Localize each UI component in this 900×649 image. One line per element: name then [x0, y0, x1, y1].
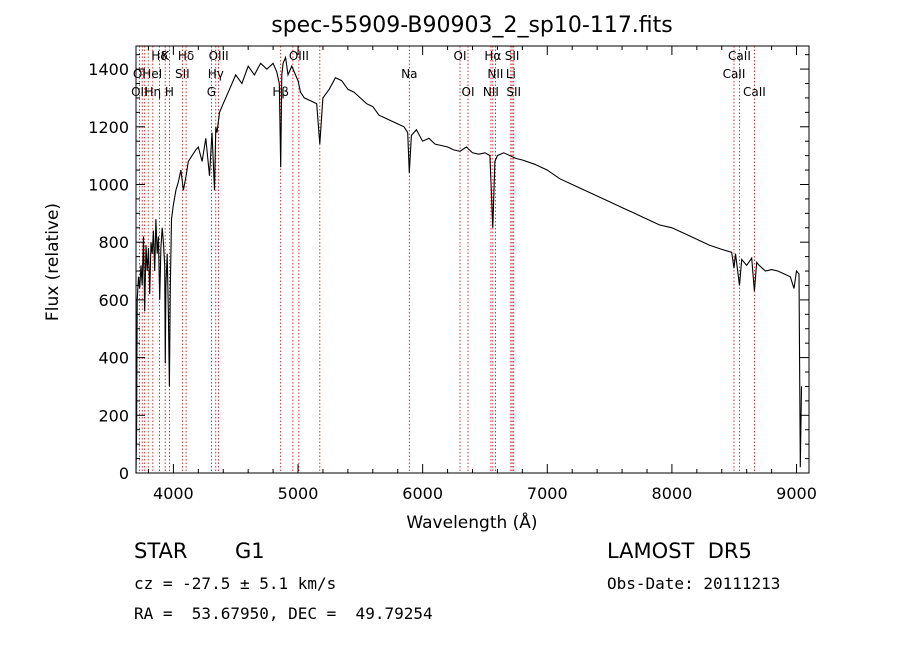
line-label: OIII — [209, 49, 229, 63]
line-label: Hγ — [208, 67, 224, 81]
y-tick-label: 400 — [98, 349, 129, 368]
object-subclass: G1 — [235, 539, 265, 563]
line-label: CaII — [728, 49, 751, 63]
emission-line-markers — [138, 46, 755, 473]
line-label: Li — [506, 67, 516, 81]
line-label: OIII — [289, 49, 309, 63]
line-label: K — [161, 49, 170, 63]
line-label: Hδ — [151, 49, 167, 63]
x-tick-label: 5000 — [278, 484, 319, 503]
y-axis: 0 200 400 600 800 1000 1200 1400 — [88, 54, 809, 483]
x-axis: 4000 5000 6000 7000 8000 9000 — [147, 46, 817, 503]
plot-frame — [135, 45, 810, 474]
line-label: Hβ — [272, 85, 289, 99]
survey-name: LAMOST DR5 — [607, 539, 752, 563]
redshift-velocity: cz = -27.5 ± 5.1 km/s — [134, 574, 337, 593]
line-label: SII — [505, 49, 520, 63]
x-tick-label: 7000 — [527, 484, 568, 503]
line-label: OI — [462, 85, 475, 99]
line-label: NII — [487, 67, 503, 81]
line-label: CaII — [723, 67, 746, 81]
x-axis-label: Wavelength (Å) — [406, 511, 537, 533]
line-label: SII — [175, 67, 190, 81]
line-label: HeI — [142, 67, 162, 81]
observation-date: Obs-Date: 20111213 — [607, 574, 781, 593]
line-label: OII — [131, 85, 148, 99]
line-label: G — [207, 85, 216, 99]
sky-coordinates: RA = 53.67950, DEC = 49.79254 — [134, 604, 433, 623]
line-label: H — [165, 85, 174, 99]
line-label: SII — [506, 85, 521, 99]
chart-title: spec-55909-B90903_2_sp10-117.fits — [271, 13, 673, 38]
object-class: STAR — [134, 539, 188, 563]
x-tick-label: 8000 — [652, 484, 693, 503]
line-label: NII — [483, 85, 499, 99]
y-tick-label: 200 — [98, 406, 129, 425]
y-tick-label: 1400 — [88, 60, 129, 79]
line-label: Na — [401, 67, 417, 81]
y-tick-label: 800 — [98, 233, 129, 252]
y-tick-label: 1200 — [88, 118, 129, 137]
spectrum-line — [135, 55, 803, 474]
y-tick-label: 1000 — [88, 175, 129, 194]
y-tick-label: 600 — [98, 291, 129, 310]
x-tick-label: 4000 — [153, 484, 194, 503]
x-tick-label: 9000 — [776, 484, 817, 503]
line-label: Hα — [484, 49, 501, 63]
y-axis-label: Flux (relative) — [43, 203, 63, 321]
x-tick-label: 6000 — [402, 484, 443, 503]
line-label: Hη — [145, 85, 162, 99]
line-label: CaII — [743, 85, 766, 99]
y-tick-label: 0 — [119, 464, 129, 483]
line-label: OI — [454, 49, 467, 63]
line-label: Hδ — [178, 49, 194, 63]
